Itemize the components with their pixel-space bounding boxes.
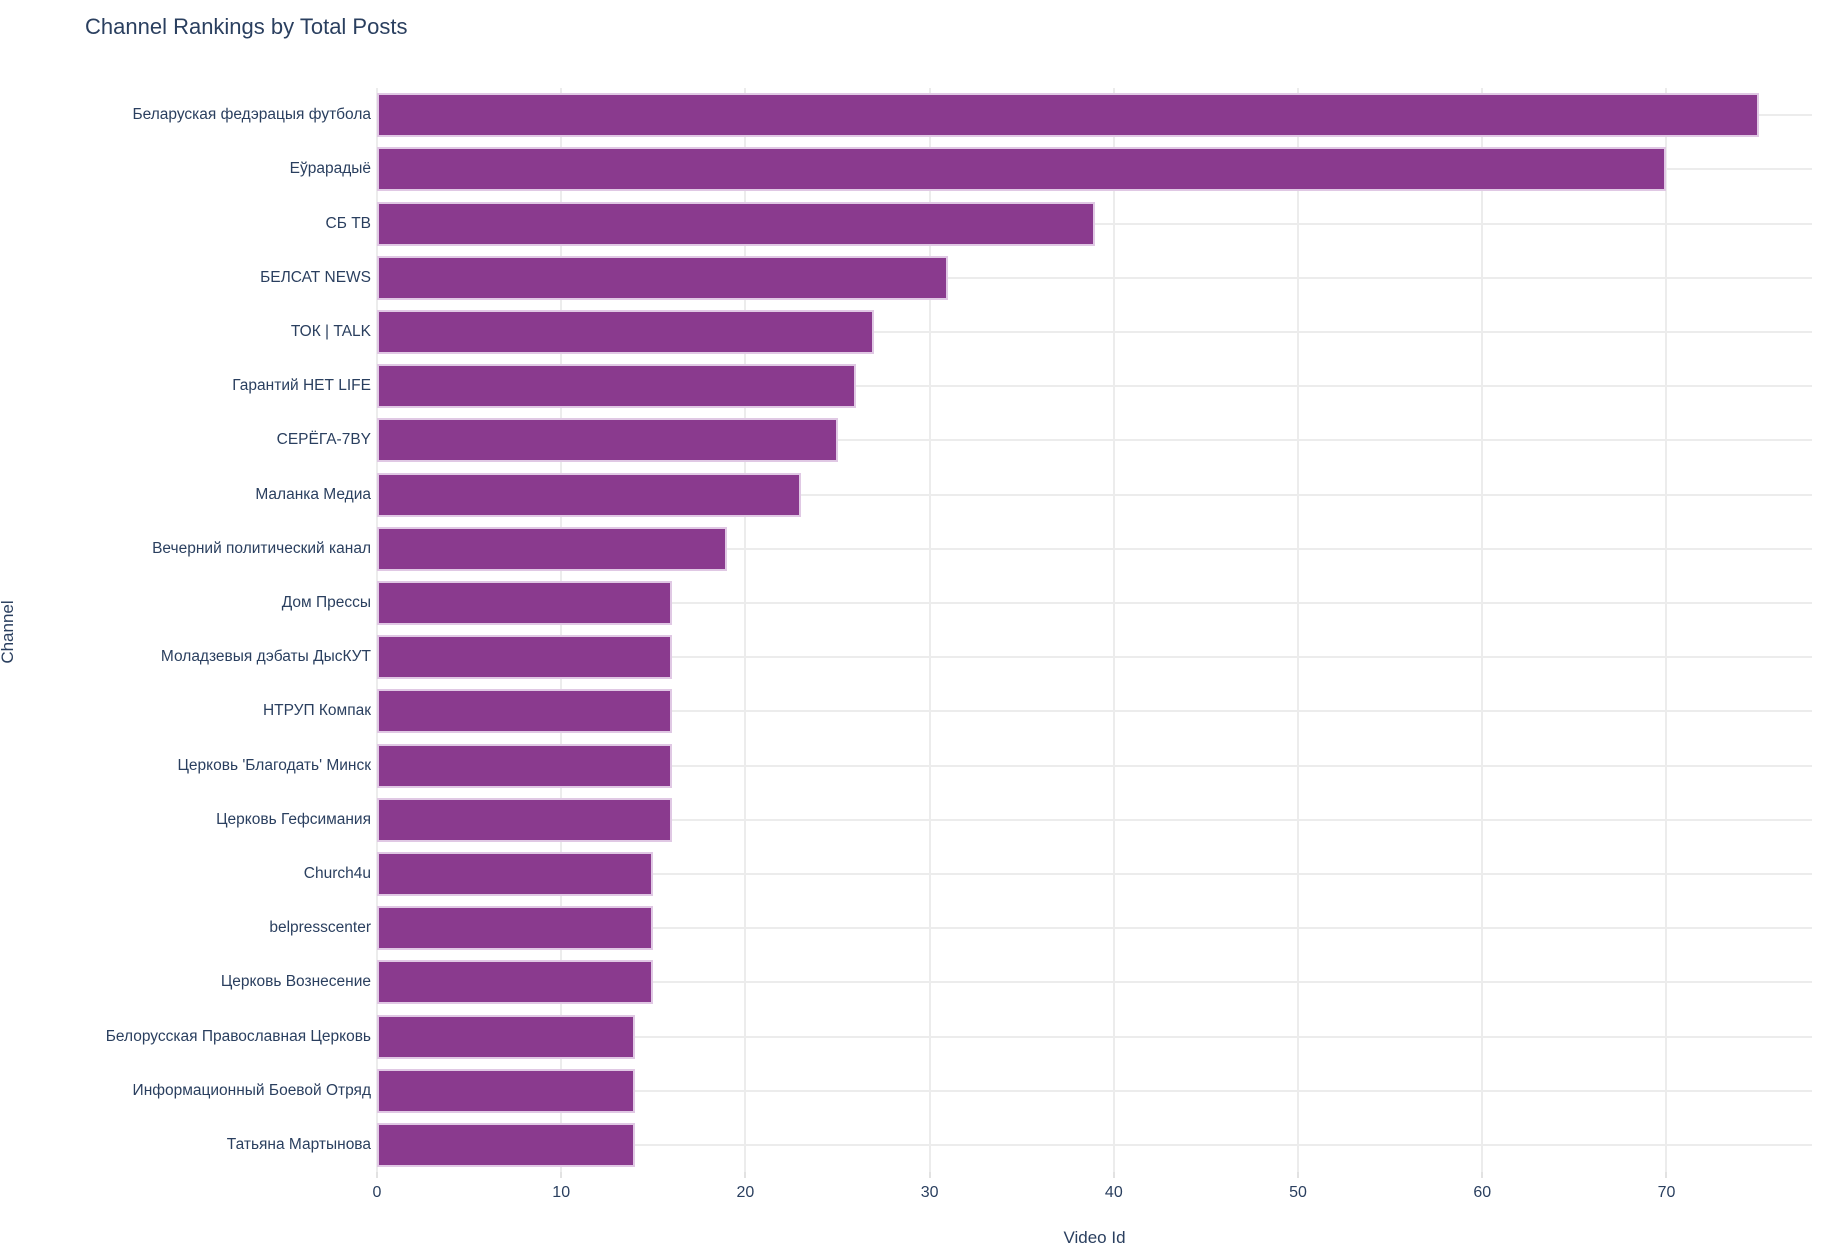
bar[interactable] (377, 743, 672, 788)
bar[interactable] (377, 526, 727, 571)
bar[interactable] (377, 255, 949, 300)
bar[interactable] (377, 906, 654, 951)
x-gridline (560, 88, 563, 1172)
bar[interactable] (377, 309, 875, 354)
chart-title: Channel Rankings by Total Posts (85, 14, 408, 39)
x-gridline (1112, 88, 1115, 1172)
category-label: БЕЛСАТ NEWS (260, 268, 371, 286)
x-gridline (1665, 88, 1668, 1172)
bar[interactable] (377, 418, 838, 463)
category-label: Церковь 'Благодать' Минск (177, 756, 371, 774)
bar[interactable] (377, 1122, 635, 1167)
bar[interactable] (377, 635, 672, 680)
category-label: Татьяна Мартынова (226, 1135, 371, 1153)
y-gridline (377, 656, 1812, 659)
category-label: Церковь Вознесение (220, 973, 371, 991)
y-gridline (377, 601, 1812, 604)
y-gridline (377, 330, 1812, 333)
x-tick-label: 10 (552, 1184, 571, 1201)
x-gridline (1481, 88, 1484, 1172)
x-tick-mark (1665, 1172, 1668, 1178)
bar[interactable] (377, 1014, 635, 1059)
x-tick-mark (744, 1172, 747, 1178)
y-gridline (377, 927, 1812, 930)
x-gridline (744, 88, 747, 1172)
category-label: Вечерний политический канал (152, 539, 371, 557)
plot-area (376, 88, 1812, 1178)
bar[interactable] (377, 201, 1096, 246)
x-tick-mark (1112, 1172, 1115, 1178)
x-axis-title: Video Id (1063, 1228, 1126, 1247)
y-gridline (377, 710, 1812, 713)
x-gridline (1297, 88, 1300, 1172)
x-tick-mark (928, 1172, 931, 1178)
y-gridline (377, 385, 1812, 388)
bar[interactable] (377, 580, 672, 625)
y-axis-title: Channel (0, 600, 17, 664)
category-label: НТРУП Компак (262, 702, 371, 720)
bar[interactable] (377, 364, 856, 409)
x-tick-label: 70 (1657, 1184, 1676, 1201)
x-tick-label: 50 (1289, 1184, 1307, 1201)
category-label: Белорусская Православная Церковь (105, 1027, 371, 1045)
y-gridline (377, 818, 1812, 821)
x-tick-label: 20 (736, 1184, 755, 1201)
bar[interactable] (377, 472, 801, 517)
y-gridline (377, 1035, 1812, 1038)
bar[interactable] (377, 851, 654, 896)
bar[interactable] (377, 689, 672, 734)
bar[interactable] (377, 147, 1667, 192)
y-gridline (377, 981, 1812, 984)
category-label: СБ ТВ (325, 214, 371, 232)
x-tick-label: 60 (1473, 1184, 1492, 1201)
y-gridline (377, 439, 1812, 442)
y-gridline (377, 1143, 1812, 1146)
y-gridline (377, 547, 1812, 550)
category-label: Маланка Медиа (255, 485, 371, 503)
bar[interactable] (377, 1068, 635, 1113)
category-label: Дом Прессы (281, 593, 371, 611)
y-gridline (377, 493, 1812, 496)
category-label: Информационный Боевой Отряд (132, 1081, 371, 1099)
y-gridline (377, 1089, 1812, 1092)
x-gridline (376, 88, 378, 1172)
x-tick-mark (560, 1172, 563, 1178)
x-tick-mark (1481, 1172, 1484, 1178)
x-tick-label: 40 (1104, 1184, 1123, 1201)
x-tick-mark (1297, 1172, 1300, 1178)
category-label: Моладзевыя дэбаты ДысКУТ (160, 648, 371, 666)
category-label: Беларуская федэрацыя футбола (132, 106, 371, 124)
category-label: СЕРЁГА-7BY (276, 431, 371, 449)
x-tick-mark (376, 1172, 378, 1178)
bar[interactable] (377, 93, 1759, 138)
category-label: Церковь Гефсимания (216, 810, 371, 828)
category-label: Church4u (303, 864, 371, 882)
category-label: Еўрарадыё (289, 160, 371, 178)
category-label: Гарантий НЕТ LIFE (232, 377, 371, 395)
x-gridline (928, 88, 931, 1172)
y-gridline (377, 764, 1812, 767)
bar[interactable] (377, 960, 654, 1005)
x-tick-label: 0 (372, 1184, 382, 1201)
bar[interactable] (377, 797, 672, 842)
category-label: belpresscenter (269, 919, 371, 937)
category-label: ТОК | TALK (290, 322, 371, 340)
x-tick-label: 30 (920, 1184, 939, 1201)
y-gridline (377, 872, 1812, 875)
y-gridline (377, 276, 1812, 279)
